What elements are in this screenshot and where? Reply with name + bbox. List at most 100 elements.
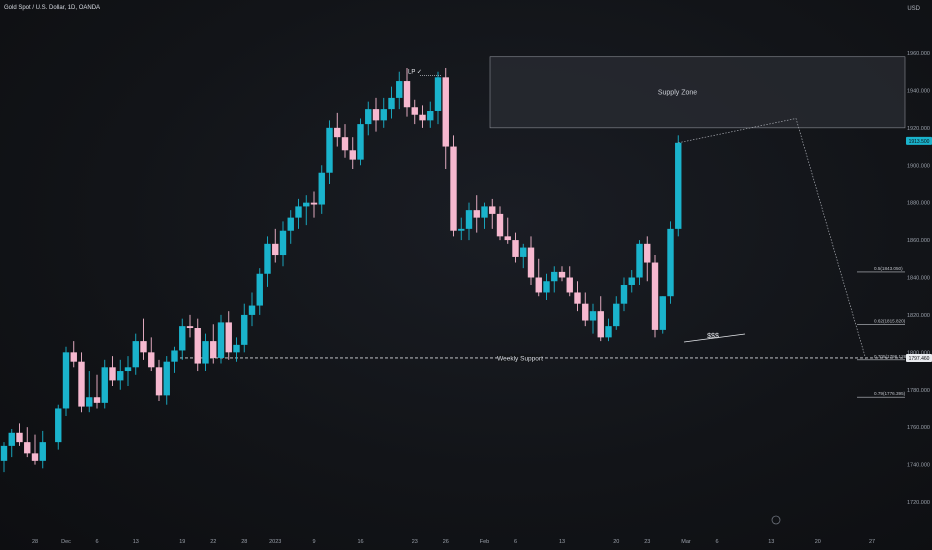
candle-body [55, 408, 62, 443]
liquidity-line [683, 333, 746, 343]
candle-body [574, 292, 581, 304]
candle-body [70, 352, 77, 362]
candle-body [287, 217, 294, 231]
x-tick-label: 23 [412, 539, 418, 545]
candle-body [109, 367, 116, 381]
candle-body [644, 243, 651, 263]
candle-body [582, 303, 589, 321]
candle-body [403, 81, 411, 108]
candle-body [597, 311, 604, 338]
candle-body [171, 350, 178, 362]
candle-body [256, 273, 263, 306]
candle-body [512, 240, 519, 257]
candle-body [101, 367, 108, 403]
candle-body [117, 371, 124, 381]
x-tick-label: 26 [443, 539, 449, 545]
x-tick-label: 13 [133, 539, 139, 545]
y-tick-label: 1880.000 [907, 201, 930, 207]
currency-label: USD [907, 6, 920, 12]
candle-body [62, 352, 70, 409]
y-tick-label: 1900.000 [907, 163, 930, 169]
supply-zone [489, 56, 906, 129]
candle-body [318, 172, 325, 205]
y-tick-label: 1760.000 [907, 425, 930, 431]
candle-body [334, 127, 341, 138]
y-tick-label: 1960.000 [907, 51, 930, 57]
candle-body [148, 352, 155, 368]
weekly-support-label: Weekly Support [497, 355, 543, 362]
x-tick-label: 6 [715, 539, 718, 545]
y-tick-label: 1860.000 [907, 238, 930, 244]
candle-body [326, 127, 333, 173]
candle-body [194, 328, 201, 364]
candle-body [535, 277, 542, 293]
candle-body [566, 277, 573, 293]
x-tick-label: 13 [768, 539, 774, 545]
candle-body [613, 303, 620, 327]
candle-body [8, 432, 15, 446]
candle-body [310, 202, 318, 205]
weekly-support-label-bg [498, 353, 542, 362]
candle-body [303, 202, 310, 207]
y-tick-label: 1780.000 [907, 388, 930, 394]
candle-body [279, 230, 287, 256]
candle-body [636, 243, 643, 278]
candle-body [411, 107, 418, 115]
x-tick-label: 22 [210, 539, 216, 545]
price-label-bg [906, 353, 932, 362]
fib-level-label: 0.79(1776.395) [874, 391, 906, 396]
liquidity-label: $$$ [707, 333, 719, 340]
price-label: 1913.500 [909, 139, 930, 145]
candle-body [248, 305, 256, 315]
candle-body [504, 236, 511, 241]
candle-body [365, 109, 372, 125]
fib-level-label: 0.62(1815.820) [874, 318, 906, 323]
candle-body [527, 247, 535, 278]
candle-body [78, 361, 85, 407]
projected-path [678, 118, 867, 360]
price-label: 1797.460 [909, 356, 930, 362]
candle-body [659, 296, 666, 330]
candle-body [551, 271, 558, 282]
candle-body [396, 81, 403, 98]
x-tick-label: 28 [241, 539, 247, 545]
x-tick-label: Mar [681, 539, 691, 545]
candle-body [372, 109, 380, 121]
x-tick-label: 27 [869, 539, 875, 545]
candle-body [186, 326, 194, 329]
chart-title: Gold Spot / U.S. Dollar, 1D, OANDA [4, 5, 101, 11]
fib-level-label: 0.5(1843.050) [874, 266, 903, 271]
candle-body [450, 146, 457, 231]
candle-body [651, 262, 659, 330]
y-tick-label: 1920.000 [907, 126, 930, 132]
candle-body [264, 243, 271, 274]
candle-body [543, 281, 550, 293]
candle-body [210, 341, 217, 358]
x-tick-label: 6 [514, 539, 517, 545]
candle-body [675, 142, 682, 229]
candle-body [357, 124, 364, 160]
candle-body [179, 326, 186, 351]
x-tick-label: 20 [815, 539, 821, 545]
y-tick-label: 1740.000 [907, 463, 930, 469]
candle-body [295, 206, 302, 218]
tradingview-logo-icon [771, 515, 781, 525]
candle-body [202, 341, 209, 364]
candle-body [233, 344, 240, 353]
candle-body [225, 322, 232, 353]
candle-body [620, 284, 628, 304]
candle-body [589, 311, 597, 321]
supply-zone-label: Supply Zone [658, 89, 697, 96]
x-tick-label: 13 [559, 539, 565, 545]
y-tick-label: 1840.000 [907, 276, 930, 282]
candle-body [140, 341, 147, 353]
candle-body [86, 397, 93, 407]
candle-body [419, 114, 426, 121]
y-tick-label: 1720.000 [907, 500, 930, 506]
candle-body [628, 277, 635, 285]
price-label-bg [906, 136, 932, 145]
y-tick-label: 1820.000 [907, 313, 930, 319]
candle-body [520, 247, 527, 257]
candle-body [132, 341, 139, 368]
